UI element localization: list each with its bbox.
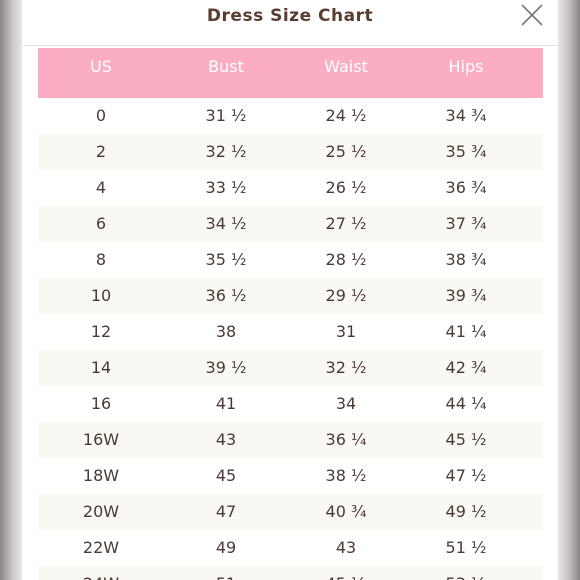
table-row: 24W 5145 ½53 ½ [38, 566, 543, 580]
table-cell: 16W [82, 430, 120, 449]
table-cell: 31 ½ [205, 106, 247, 125]
table-cell: 44 ¼ [445, 394, 487, 413]
table-cell: 45 ½ [286, 566, 406, 580]
table-cell: 24 ½ [325, 106, 367, 125]
table-cell: 8 [95, 250, 107, 269]
table-row: 10 36 ½ 29 ½ 39 ¾ [38, 278, 543, 314]
table-cell: 39 ½ [205, 358, 247, 377]
modal-title: Dress Size Chart [206, 6, 374, 26]
table-cell: 32 ½ [205, 142, 247, 161]
table-cell: 39 ¾ [445, 286, 487, 305]
table-cell: 36 ¼ [325, 430, 367, 449]
table-cell: 20W [82, 502, 120, 521]
table-cell: 24W [41, 566, 161, 580]
table-cell: 51 ½ [445, 538, 487, 557]
table-row: 12 38 31 41 ¼ [38, 314, 543, 350]
table-cell: Bust [208, 57, 244, 76]
table-cell: 34 ¾ [445, 106, 487, 125]
table-cell: 35 ¾ [445, 142, 487, 161]
table-cell: 4 [95, 178, 107, 197]
table-cell: 45 ½ [445, 430, 487, 449]
table-cell: 42 ¾ [445, 358, 487, 377]
table-cell: 43 [215, 430, 237, 449]
table-cell: 32 ½ [325, 358, 367, 377]
table-cell: 6 [95, 214, 107, 233]
table-cell: 38 ¾ [445, 250, 487, 269]
table-cell: 41 [215, 394, 237, 413]
table-row: 20W 47 40 ¾ 49 ½ [38, 494, 543, 530]
table-cell: 10 [90, 286, 112, 305]
table-cell: 49 [215, 538, 237, 557]
table-cell: 53 ½ [406, 566, 526, 580]
table-cell: 51 [166, 566, 286, 580]
table-cell: 2 [95, 142, 107, 161]
modal: Dress Size Chart US Bust Waist Hips 0 31 ½ 24 … [22, 0, 558, 580]
table-row: 2 32 ½ 25 ½ 35 ¾ [38, 134, 543, 170]
table-cell: 16 [90, 394, 112, 413]
table-cell: 26 ½ [325, 178, 367, 197]
table-cell: 36 ¾ [445, 178, 487, 197]
table-cell: 45 [215, 466, 237, 485]
table-cell: 29 ½ [325, 286, 367, 305]
table-cell: 38 [215, 322, 237, 341]
table-cell: 31 [335, 322, 357, 341]
table-row: 0 31 ½ 24 ½ 34 ¾ [38, 98, 543, 134]
table-row: 18W 45 38 ½ 47 ½ [38, 458, 543, 494]
separator [22, 45, 558, 46]
table-row: 8 35 ½ 28 ½ 38 ¾ [38, 242, 543, 278]
table-cell: 33 ½ [205, 178, 247, 197]
table-cell: 40 ¾ [325, 502, 367, 521]
table-row: 16 41 34 44 ¼ [38, 386, 543, 422]
table-cell: 36 ½ [205, 286, 247, 305]
table-cell: 14 [90, 358, 112, 377]
table-cell: 47 ½ [445, 466, 487, 485]
table-cell: 28 ½ [325, 250, 367, 269]
table-cell: 22W [82, 538, 120, 557]
table-row: 4 33 ½ 26 ½ 36 ¾ [38, 170, 543, 206]
table-row: 14 39 ½ 32 ½ 42 ¾ [38, 350, 543, 386]
table-cell: 34 ½ [205, 214, 247, 233]
table-cell: 34 [335, 394, 357, 413]
table-cell: 49 ½ [445, 502, 487, 521]
table-cell: 43 [335, 538, 357, 557]
close-button[interactable] [520, 3, 544, 27]
table-cell: 41 ¼ [445, 322, 487, 341]
table-cell: Hips [448, 57, 484, 76]
table-cell: 37 ¾ [445, 214, 487, 233]
table-cell: 0 [95, 106, 107, 125]
header-row: US Bust Waist Hips [38, 48, 543, 98]
table-row: 6 34 ½ 27 ½ 37 ¾ [38, 206, 543, 242]
table-cell: 38 ½ [325, 466, 367, 485]
table-cell: 35 ½ [205, 250, 247, 269]
table-cell: 27 ½ [325, 214, 367, 233]
table-cell: 25 ½ [325, 142, 367, 161]
table-cell: 18W [82, 466, 120, 485]
table-cell: 12 [90, 322, 112, 341]
table-cell: US [90, 57, 112, 76]
table-row: 16W 43 36 ¼ 45 ½ [38, 422, 543, 458]
table-cell: 47 [215, 502, 237, 521]
table-row: 22W 49 43 51 ½ [38, 530, 543, 566]
table-cell: Waist [324, 57, 368, 76]
